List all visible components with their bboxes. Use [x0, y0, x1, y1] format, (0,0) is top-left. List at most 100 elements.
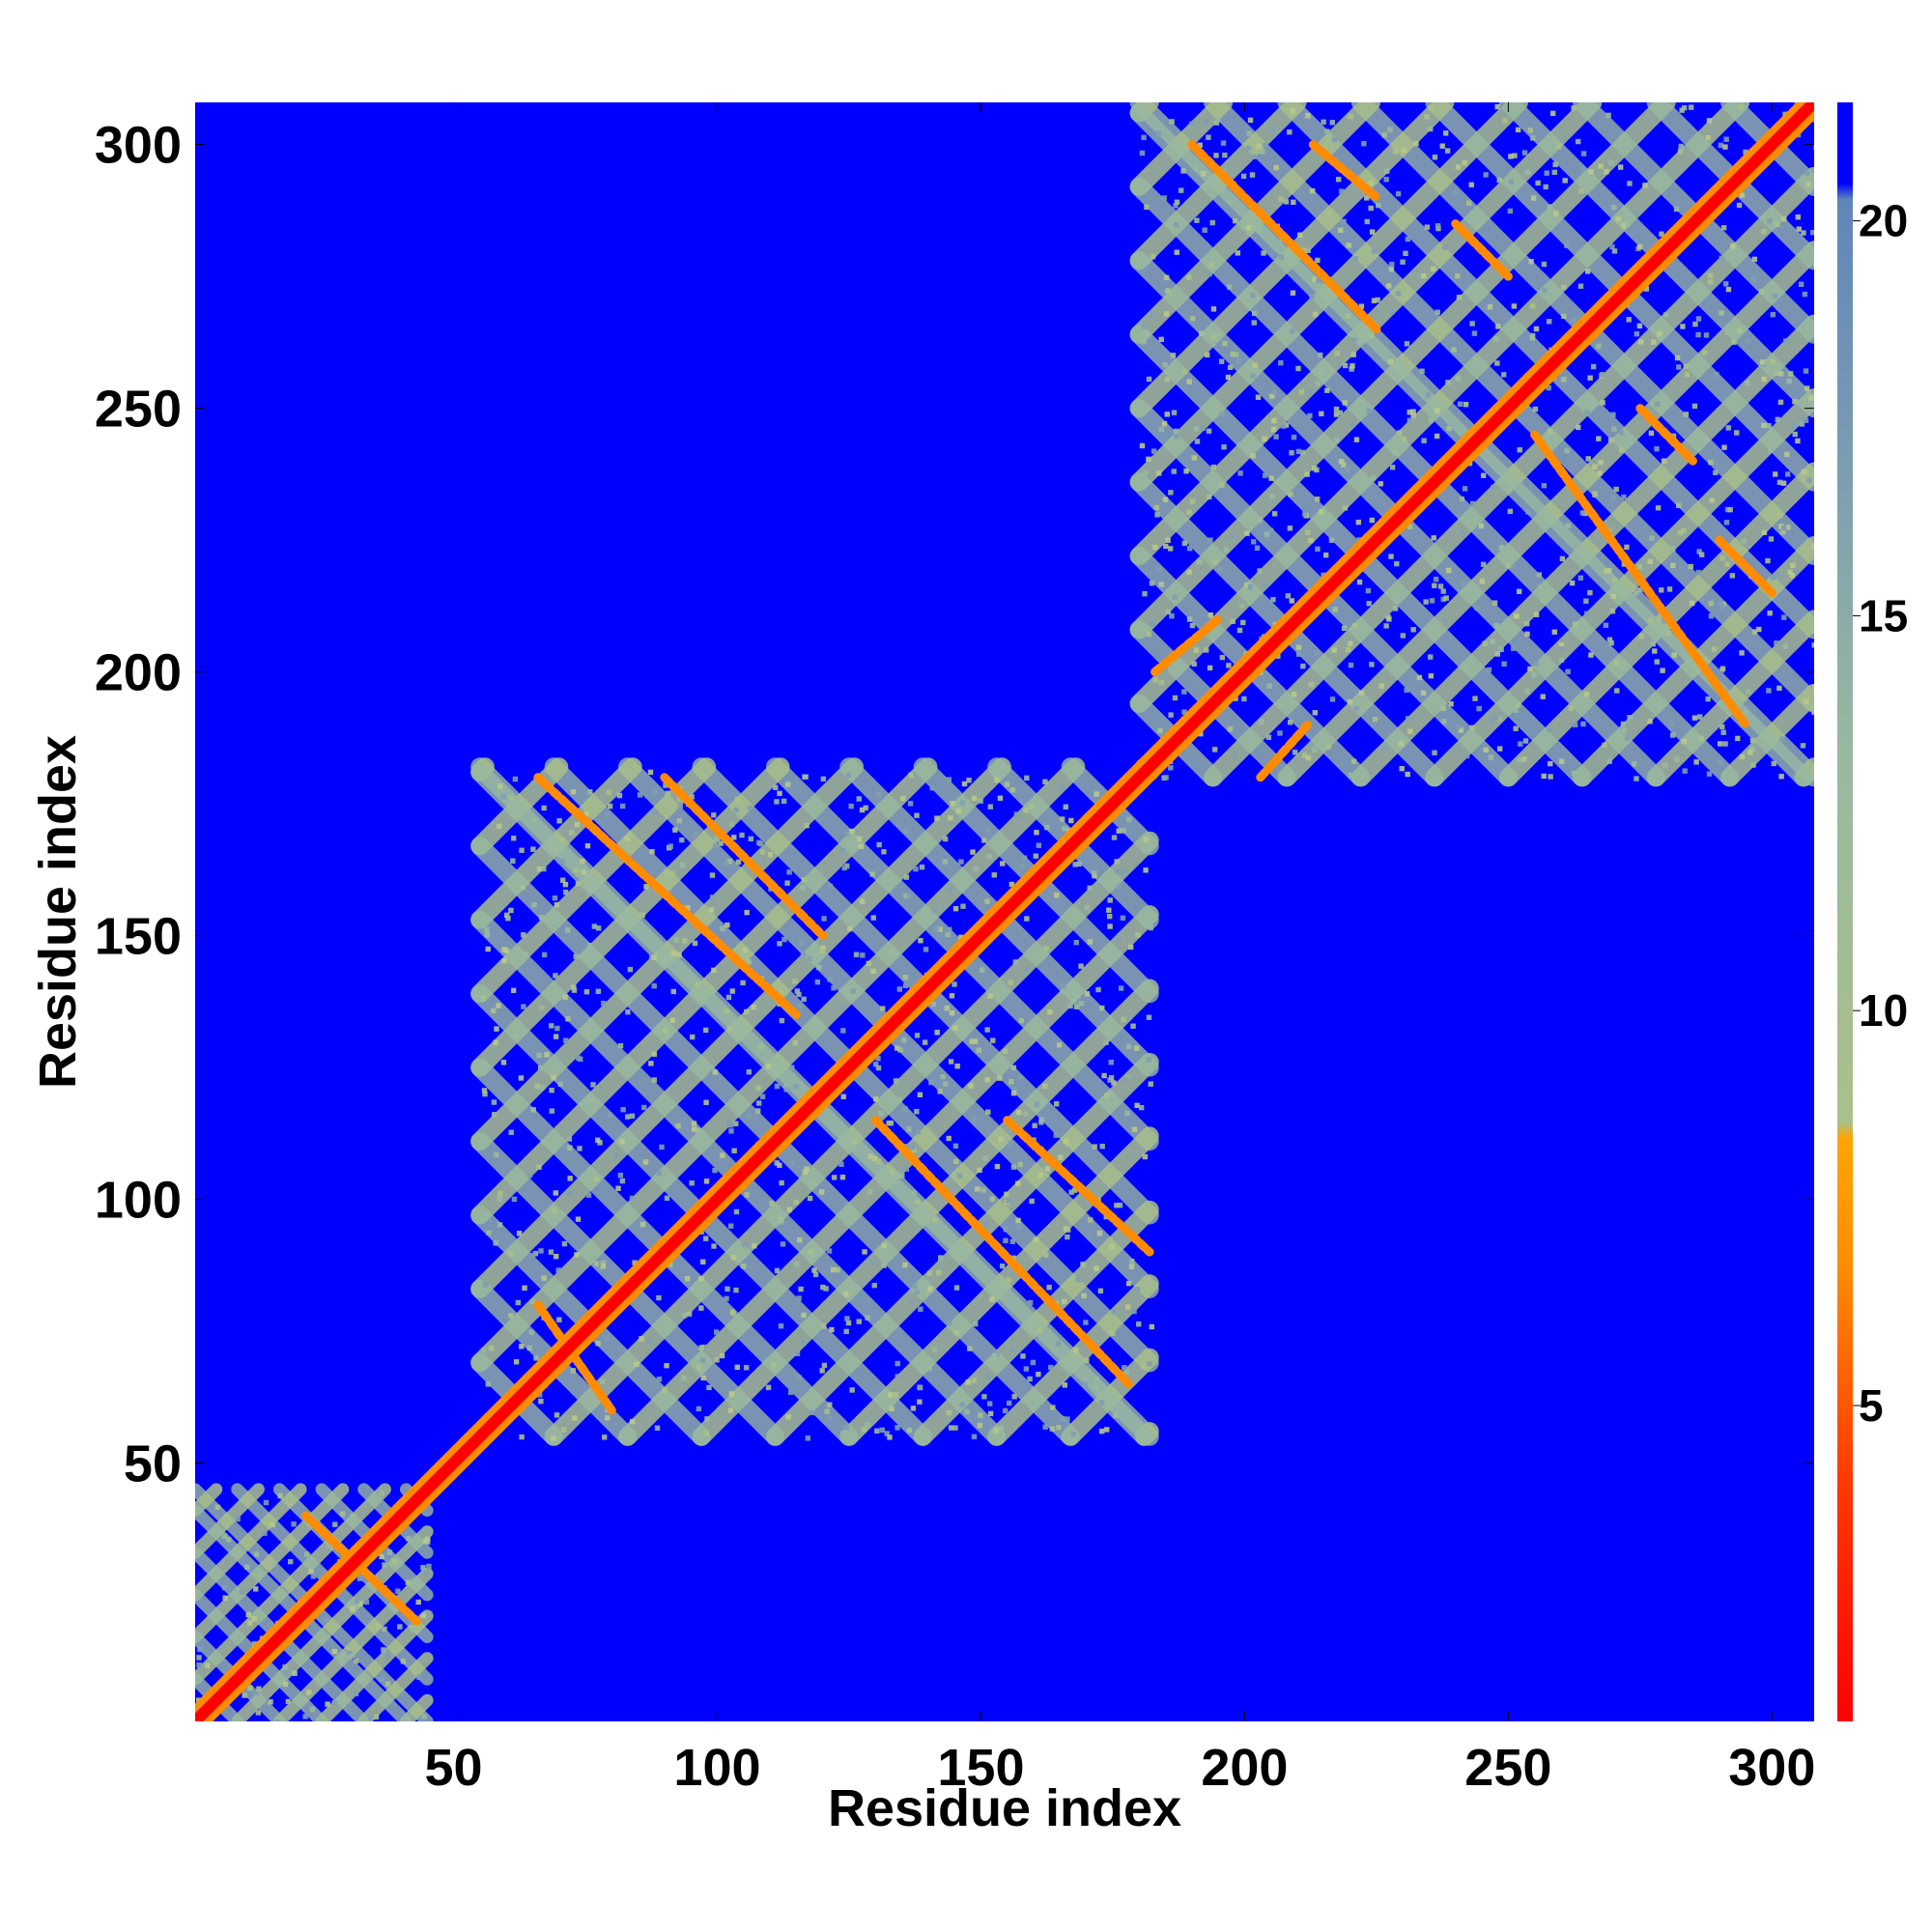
- contact-cell: [1781, 215, 1787, 222]
- contact-cell: [1533, 661, 1540, 668]
- contact-cell: [1804, 170, 1810, 176]
- contact-cell: [1062, 1298, 1067, 1304]
- contact-cell: [934, 1030, 940, 1036]
- contact-cell: [1561, 284, 1567, 291]
- contact-cell: [491, 1008, 497, 1014]
- contact-cell: [252, 1586, 259, 1592]
- contact-cell: [922, 1039, 928, 1045]
- contact-cell: [1021, 855, 1028, 861]
- contact-cell: [559, 858, 566, 864]
- contact-cell: [591, 923, 598, 929]
- contact-cell: [909, 1299, 915, 1305]
- contact-cell: [576, 1055, 582, 1061]
- contact-cell: [1189, 498, 1196, 504]
- contact-cell: [959, 800, 965, 806]
- contact-cell: [1808, 395, 1814, 401]
- contact-cell: [1043, 946, 1049, 952]
- contact-cell: [977, 1422, 983, 1429]
- contact-cell: [574, 1252, 580, 1258]
- contact-cell: [1010, 1065, 1017, 1071]
- contact-cell: [508, 1313, 514, 1319]
- contact-cell: [1429, 598, 1435, 604]
- contact-cell: [1455, 724, 1461, 730]
- contact-cell: [917, 1384, 923, 1391]
- contact-cell: [1369, 332, 1375, 339]
- contact-cell: [969, 1038, 975, 1044]
- contact-cell: [1429, 104, 1435, 111]
- contact-cell: [1781, 525, 1787, 531]
- contact-cell: [605, 1415, 611, 1421]
- contact-cell: [1113, 1412, 1119, 1418]
- contact-cell: [703, 1236, 709, 1241]
- contact-cell: [1517, 447, 1522, 453]
- contact-cell: [1585, 456, 1591, 462]
- contact-cell: [1558, 642, 1564, 648]
- contact-cell: [785, 1414, 791, 1420]
- contact-cell: [1607, 437, 1614, 443]
- contact-cell: [1219, 654, 1226, 661]
- contact-cell: [1114, 859, 1120, 865]
- contact-cell: [1018, 1017, 1025, 1024]
- contact-cell: [1770, 575, 1776, 581]
- contact-cell: [1365, 587, 1372, 594]
- contact-cell: [1319, 411, 1324, 417]
- contact-cell: [1012, 959, 1019, 965]
- contact-cell: [1611, 426, 1617, 432]
- contact-cell: [984, 898, 990, 904]
- contact-cell: [1075, 993, 1081, 999]
- contact-cell: [1577, 575, 1584, 581]
- contact-cell: [1722, 741, 1728, 747]
- contact-cell: [283, 1670, 289, 1676]
- contact-cell: [533, 1355, 539, 1361]
- contact-cell: [689, 1180, 695, 1186]
- contact-cell: [1227, 199, 1234, 206]
- contact-cell: [251, 1641, 258, 1647]
- contact-cell: [935, 1269, 942, 1276]
- contact-cell: [510, 836, 517, 841]
- contact-cell: [1123, 1369, 1129, 1375]
- contact-cell: [1173, 203, 1179, 209]
- contact-cell: [656, 1294, 662, 1301]
- contact-cell: [1305, 529, 1311, 536]
- contact-cell: [1804, 385, 1810, 391]
- contact-cell: [800, 1341, 807, 1347]
- contact-cell: [649, 848, 655, 855]
- contact-cell: [1164, 376, 1171, 383]
- contact-cell: [643, 884, 649, 890]
- contact-band-2: [533, 773, 801, 1019]
- contact-cell: [903, 874, 910, 880]
- contact-cell: [554, 1025, 560, 1032]
- contact-cell: [519, 1344, 525, 1350]
- contact-cell: [308, 1569, 314, 1575]
- contact-cell: [1461, 582, 1467, 587]
- contact-cell: [1333, 406, 1340, 412]
- contact-cell: [1494, 651, 1501, 657]
- contact-cell: [1110, 1330, 1116, 1337]
- contact-cell: [759, 849, 766, 855]
- contact-cell: [1634, 713, 1640, 719]
- contact-cell: [987, 993, 993, 999]
- contact-cell: [1078, 1001, 1085, 1007]
- contact-cell: [867, 1153, 873, 1159]
- contact-cell: [1225, 374, 1232, 381]
- contact-cell: [1747, 750, 1753, 755]
- contact-cell: [652, 810, 658, 815]
- contact-cell: [740, 1263, 747, 1269]
- contact-cell: [1766, 688, 1772, 694]
- contact-cell: [742, 948, 749, 953]
- contact-cell: [1056, 1042, 1063, 1048]
- contact-cell: [637, 792, 643, 798]
- contact-cell: [639, 1336, 644, 1342]
- contact-cell: [1338, 459, 1345, 465]
- contact-cell: [769, 1200, 775, 1207]
- contact-cell: [1065, 1227, 1071, 1233]
- contact-cell: [1181, 709, 1187, 715]
- contact-cell: [1087, 939, 1093, 945]
- contact-cell: [676, 796, 683, 802]
- contact-cell: [1008, 980, 1013, 986]
- contact-cell: [1768, 536, 1775, 542]
- contact-cell: [1659, 587, 1664, 593]
- contact-cell: [1577, 283, 1584, 289]
- contact-cell: [510, 858, 516, 864]
- contact-cell: [774, 799, 780, 805]
